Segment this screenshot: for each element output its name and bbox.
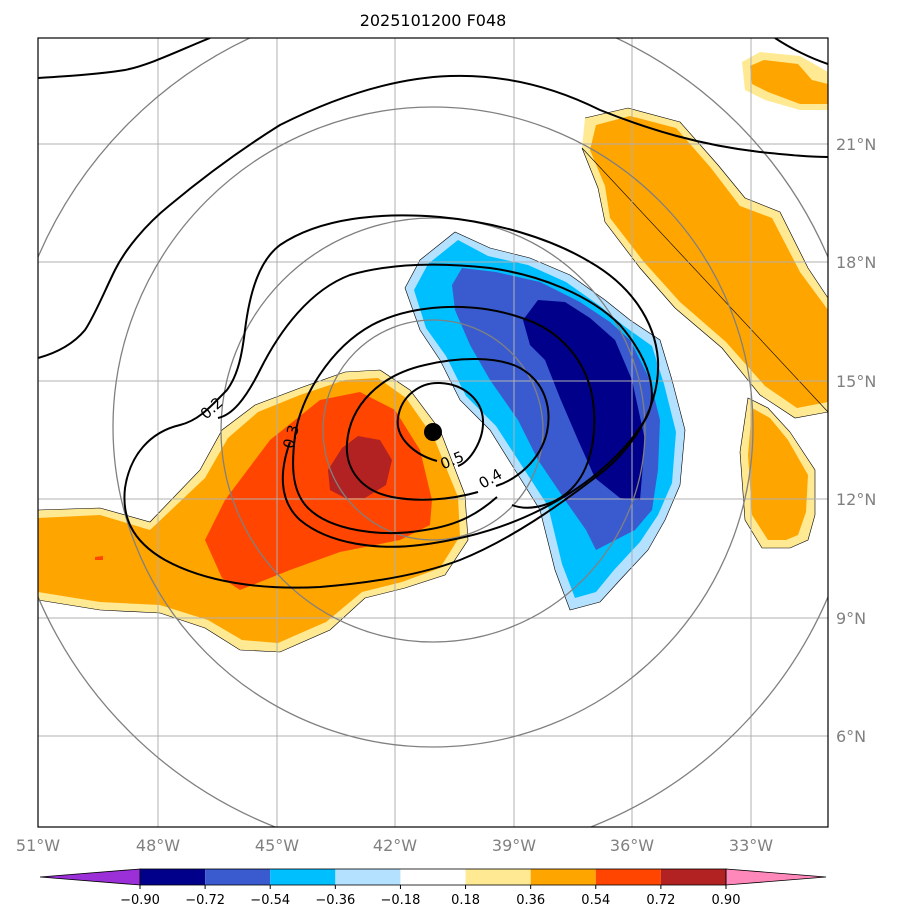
x-tick-48w: 48°W (136, 836, 180, 855)
fill-navy (523, 300, 645, 500)
range-ring-2 (220, 217, 646, 643)
colorbar-cells (39, 868, 827, 886)
contour-0-4-inner (345, 358, 550, 501)
x-tick-33w: 33°W (729, 836, 773, 855)
colorbar-tick-label: 0.54 (581, 893, 610, 908)
colorbar-cell (530, 869, 596, 885)
colorbar-ticks: −0.90 −0.72 −0.54 −0.36 −0.18 0.18 0.36 0.54 0.7… (120, 885, 740, 908)
contour-0-3 (217, 263, 653, 548)
map-area: 0.2 0.3 0.4 0.5 (38, 38, 828, 827)
colorbar-cell (595, 869, 661, 885)
outline-ne (581, 107, 828, 419)
contour-top-left (38, 38, 211, 79)
chart-title: 2025101200 F048 (360, 11, 507, 30)
colorbar-cell (400, 869, 466, 885)
colorbar-cell (140, 869, 206, 885)
range-rings (38, 38, 828, 827)
x-tick-51w: 51°W (16, 836, 60, 855)
x-tick-36w: 36°W (610, 836, 654, 855)
colorbar-tick-label: −0.18 (381, 893, 421, 908)
x-axis-labels: 51°W 48°W 45°W 42°W 39°W 36°W 33°W (16, 836, 773, 855)
colorbar-outline (139, 868, 727, 886)
x-tick-39w: 39°W (492, 836, 536, 855)
colorbar-cell (335, 869, 401, 885)
y-tick-6n: 6°N (836, 727, 866, 746)
contour-top-right (774, 38, 828, 65)
fill-orange-top (750, 60, 828, 104)
colorbar-tick-label: 0.72 (646, 893, 675, 908)
negative-anomaly-field (405, 232, 685, 610)
colorbar-tick-label: −0.36 (315, 893, 355, 908)
colorbar-tick-label: −0.90 (120, 893, 160, 908)
colorbar-tick-label: 0.36 (516, 893, 545, 908)
fill-orangered-speck (95, 556, 103, 560)
contour-0-5 (396, 381, 485, 467)
gridlines (38, 38, 828, 827)
y-axis-labels: 6°N 9°N 12°N 15°N 18°N 21°N (836, 135, 876, 746)
colorbar-cell (270, 869, 336, 885)
colorbar-extend-low (39, 868, 141, 886)
colorbar-tick-label: 0.90 (712, 893, 741, 908)
range-ring-1 (322, 319, 544, 541)
y-tick-15n: 15°N (836, 372, 876, 391)
outline-blue (404, 231, 686, 611)
map-frame (37, 37, 829, 828)
colorbar-cell (465, 869, 531, 885)
colorbar-cell (660, 869, 726, 885)
y-tick-21n: 21°N (836, 135, 876, 154)
range-ring-3 (112, 106, 754, 748)
contour-outer-left (38, 74, 828, 359)
colorbar: −0.90 −0.72 −0.54 −0.36 −0.18 0.18 0.36 0.54 0.7… (39, 868, 827, 908)
y-tick-12n: 12°N (836, 490, 876, 509)
storm-center-marker (424, 423, 442, 441)
colorbar-tick-label: −0.54 (250, 893, 290, 908)
colorbar-tick-label: −0.72 (185, 893, 225, 908)
colorbar-extend-high (725, 868, 827, 886)
contour-lines (38, 38, 828, 589)
fill-orange-e (748, 408, 808, 540)
contour-0-2 (123, 214, 660, 589)
fill-darkred-core (328, 436, 392, 498)
contour-label-0-3: 0.3 (279, 423, 303, 451)
outline-e (739, 397, 816, 549)
x-tick-45w: 45°W (255, 836, 299, 855)
colorbar-tick-label: 0.18 (451, 893, 480, 908)
colorbar-cell (205, 869, 271, 885)
x-tick-42w: 42°W (373, 836, 417, 855)
y-tick-18n: 18°N (836, 253, 876, 272)
y-tick-9n: 9°N (836, 609, 866, 628)
contour-0-4-outer (292, 305, 596, 535)
